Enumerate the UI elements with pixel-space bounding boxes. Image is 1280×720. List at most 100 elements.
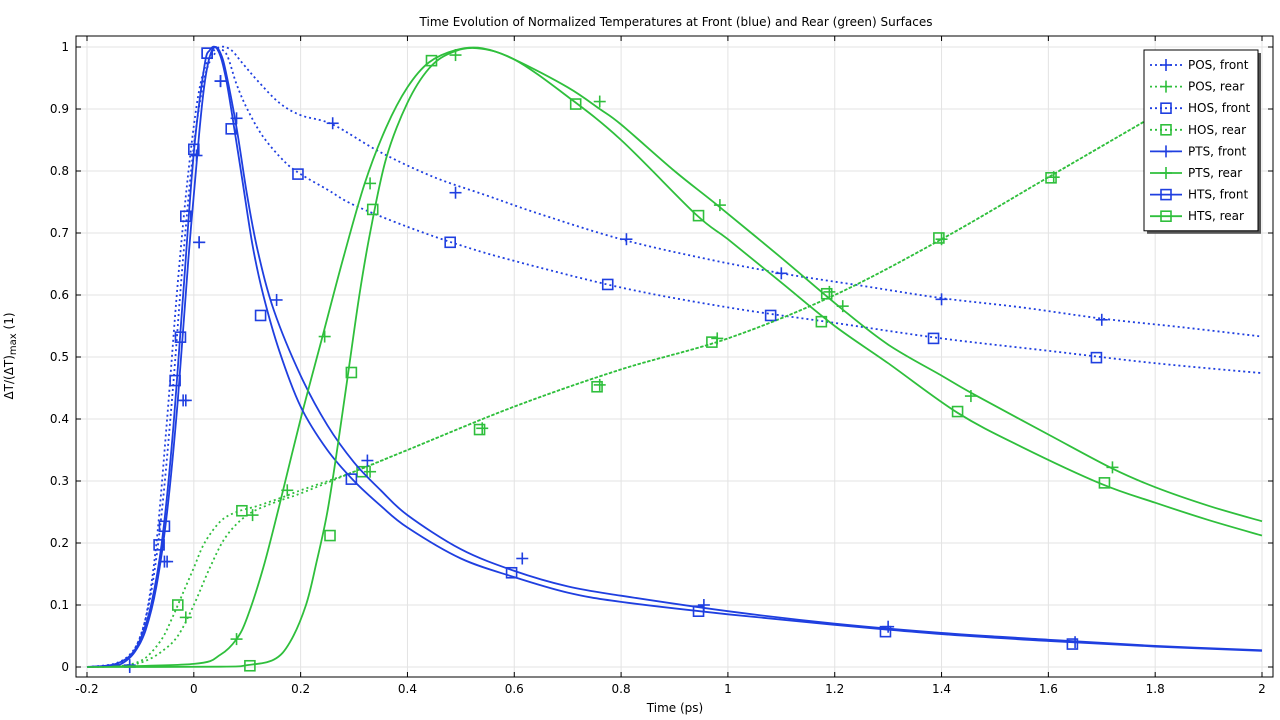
legend-swatch-marker bbox=[1160, 145, 1172, 158]
grid-lines bbox=[76, 36, 1273, 677]
y-tick-label: 0.6 bbox=[50, 288, 69, 302]
series-hts-front bbox=[86, 45, 1263, 668]
legend-label: HOS, front bbox=[1188, 101, 1251, 115]
series-line bbox=[86, 83, 1210, 668]
y-axis-label-unit: (1) bbox=[2, 312, 16, 333]
data-point-marker bbox=[964, 390, 977, 403]
x-tick-label: -0.2 bbox=[75, 682, 98, 696]
data-point-marker bbox=[692, 209, 705, 222]
legend-entry: HTS, rear bbox=[1150, 209, 1244, 223]
legend-entry: HOS, front bbox=[1150, 101, 1251, 115]
data-point-marker bbox=[764, 309, 777, 322]
y-tick-label: 0.1 bbox=[50, 598, 69, 612]
data-point-marker bbox=[775, 267, 788, 280]
data-point-marker bbox=[879, 625, 892, 638]
y-tick-label: 0.9 bbox=[50, 102, 69, 116]
series-pos-rear bbox=[86, 83, 1210, 668]
data-point-marker bbox=[345, 473, 358, 485]
x-tick-label: 1.6 bbox=[1039, 682, 1058, 696]
x-axis-label: Time (ps) bbox=[646, 701, 703, 715]
data-point-marker bbox=[951, 405, 964, 418]
data-point-marker bbox=[1098, 477, 1111, 489]
y-tick-label: 1 bbox=[61, 40, 69, 54]
data-point-marker bbox=[180, 210, 192, 223]
data-point-marker bbox=[171, 599, 184, 611]
y-axis-ticks: 0 0.1 0.2 0.3 0.4 0.5 0.6 0.7 0.8 0.9 1 bbox=[50, 40, 1273, 674]
legend-entry: HOS, rear bbox=[1150, 123, 1246, 137]
data-point-marker bbox=[214, 75, 227, 88]
data-point-marker bbox=[246, 509, 259, 522]
data-point-marker bbox=[123, 659, 136, 672]
data-point-marker bbox=[201, 47, 213, 60]
legend-swatch-marker bbox=[1160, 80, 1172, 93]
series-pos-front bbox=[86, 45, 1263, 673]
data-point-marker bbox=[935, 293, 948, 306]
data-point-marker bbox=[1106, 461, 1119, 474]
data-point-marker bbox=[254, 309, 267, 322]
series-hos-front bbox=[86, 47, 1263, 668]
legend-swatch-marker bbox=[1160, 124, 1172, 136]
data-point-marker bbox=[601, 278, 614, 291]
legend-label: PTS, rear bbox=[1188, 166, 1242, 180]
data-point-marker bbox=[345, 366, 358, 379]
legend-label: POS, rear bbox=[1188, 80, 1244, 94]
data-point-marker bbox=[505, 566, 518, 579]
legend-entry: PTS, rear bbox=[1150, 166, 1242, 180]
data-point-marker bbox=[364, 465, 377, 478]
data-point-marker bbox=[158, 555, 171, 568]
data-point-marker bbox=[364, 177, 377, 190]
y-tick-label: 0.3 bbox=[50, 474, 69, 488]
data-point-marker bbox=[933, 232, 945, 244]
data-point-marker bbox=[292, 168, 304, 180]
chart-title: Time Evolution of Normalized Temperature… bbox=[419, 15, 933, 29]
series-line bbox=[86, 48, 1263, 668]
series-hts-rear bbox=[86, 47, 1263, 672]
y-tick-label: 0.2 bbox=[50, 536, 69, 550]
x-tick-label: 1.8 bbox=[1146, 682, 1165, 696]
data-point-marker bbox=[244, 659, 256, 672]
data-point-marker bbox=[326, 117, 339, 130]
data-point-marker bbox=[569, 98, 582, 110]
y-tick-label: 0.5 bbox=[50, 350, 69, 364]
legend-box bbox=[1143, 49, 1259, 232]
data-point-marker bbox=[356, 465, 368, 478]
data-point-marker bbox=[823, 285, 836, 298]
x-tick-label: 0 bbox=[190, 682, 198, 696]
x-tick-label: 0.8 bbox=[612, 682, 631, 696]
x-tick-label: 1.2 bbox=[825, 682, 844, 696]
legend-swatch-marker bbox=[1160, 210, 1172, 222]
y-tick-label: 0.4 bbox=[50, 412, 69, 426]
legend-label: PTS, front bbox=[1188, 144, 1247, 158]
data-point-marker bbox=[820, 287, 833, 300]
data-point-marker bbox=[593, 378, 606, 391]
data-point-marker bbox=[444, 236, 456, 249]
legend-label: POS, front bbox=[1188, 58, 1249, 72]
data-point-marker bbox=[230, 633, 243, 646]
data-point-marker bbox=[1090, 351, 1103, 364]
x-tick-label: 0.4 bbox=[398, 682, 417, 696]
data-point-marker bbox=[153, 539, 165, 551]
x-axis-ticks: -0.2 0 0.2 0.4 0.6 0.8 1 1.2 1.4 1.6 1.8 2 bbox=[75, 36, 1266, 696]
data-point-marker bbox=[318, 330, 331, 343]
svg-text:ΔT/(ΔT)max (1): ΔT/(ΔT)max (1) bbox=[2, 312, 19, 399]
data-point-marker bbox=[324, 529, 336, 542]
series-group bbox=[86, 45, 1263, 673]
data-point-marker bbox=[281, 484, 294, 497]
data-point-marker bbox=[270, 293, 283, 306]
legend-swatch-marker bbox=[1160, 188, 1172, 201]
y-axis-label: ΔT/(ΔT)max (1) bbox=[2, 312, 19, 399]
data-point-marker bbox=[713, 199, 726, 212]
data-point-marker bbox=[706, 336, 718, 348]
data-point-marker bbox=[193, 236, 206, 249]
data-point-marker bbox=[1095, 313, 1108, 326]
legend-swatch-marker bbox=[1160, 102, 1172, 114]
data-point-marker bbox=[177, 394, 190, 407]
legend-entry: PTS, front bbox=[1150, 144, 1247, 158]
x-tick-label: 1.4 bbox=[932, 682, 951, 696]
y-tick-label: 0.7 bbox=[50, 226, 69, 240]
legend-label: HTS, front bbox=[1188, 188, 1248, 202]
series-line bbox=[86, 45, 1263, 668]
x-tick-label: 2 bbox=[1258, 682, 1266, 696]
data-point-marker bbox=[449, 186, 462, 199]
data-point-marker bbox=[516, 552, 529, 565]
